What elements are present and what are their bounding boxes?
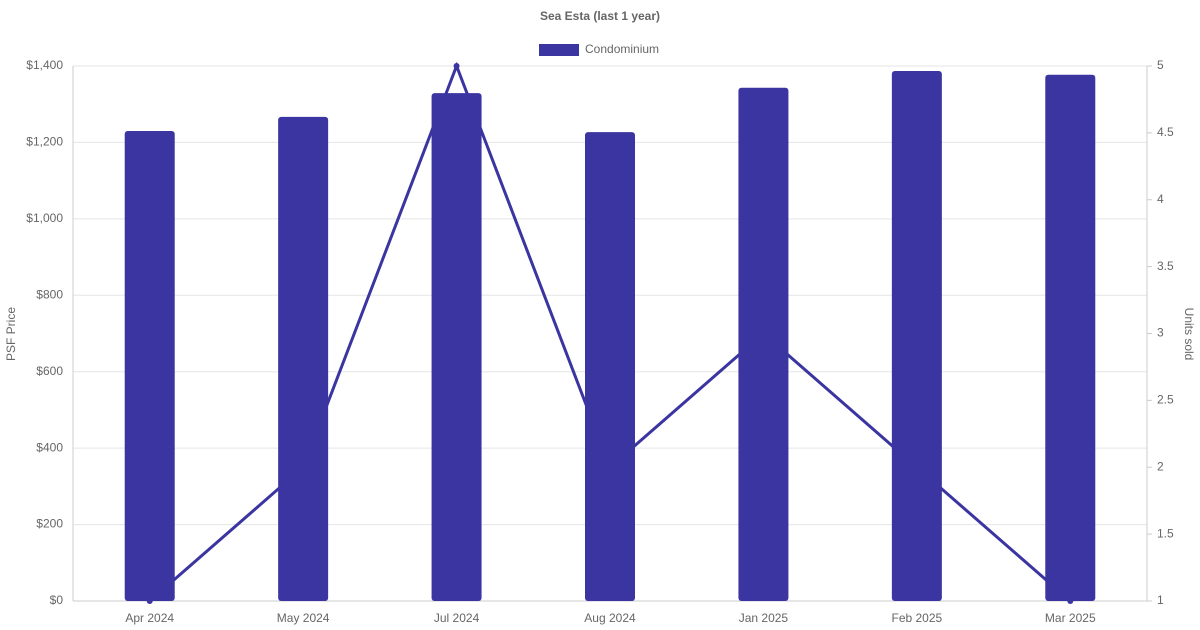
y2-tick-label: 1.5 (1157, 526, 1174, 540)
y2-tick-label: 3 (1157, 326, 1164, 340)
y2-tick-label: 2.5 (1157, 393, 1174, 407)
y-tick-label: $1,200 (26, 135, 63, 149)
bar (278, 116, 329, 601)
y-axis-title: PSF Price (4, 307, 18, 361)
x-tick-label: Jan 2025 (739, 611, 789, 625)
y-tick-label: $800 (36, 287, 63, 301)
y2-axis-title: Units sold (1182, 308, 1196, 361)
y-tick-label: $600 (36, 364, 63, 378)
bar (738, 87, 789, 601)
bar (431, 93, 482, 601)
legend-swatch (539, 44, 579, 56)
x-tick-label: Feb 2025 (891, 611, 942, 625)
legend-label: Condominium (585, 42, 659, 56)
chart-title: Sea Esta (last 1 year) (540, 9, 660, 23)
bar (124, 130, 175, 601)
bar (585, 132, 635, 601)
y-tick-label: $1,400 (26, 58, 63, 72)
y2-tick-label: 1 (1157, 593, 1164, 607)
x-tick-label: Mar 2025 (1045, 611, 1096, 625)
x-tick-label: Jul 2024 (434, 611, 480, 625)
y-tick-label: $1,000 (26, 211, 63, 225)
bar (891, 70, 942, 602)
y2-tick-label: 5 (1157, 58, 1164, 72)
x-tick-label: Aug 2024 (584, 611, 636, 625)
y2-tick-label: 3.5 (1157, 259, 1174, 273)
y-tick-label: $0 (50, 593, 64, 607)
y2-tick-label: 4.5 (1157, 125, 1174, 139)
bar (1045, 74, 1096, 601)
y2-tick-label: 4 (1157, 192, 1164, 206)
y2-tick-label: 2 (1157, 459, 1164, 473)
y-tick-label: $200 (36, 517, 63, 531)
line-point (453, 63, 460, 69)
x-tick-label: Apr 2024 (125, 611, 174, 625)
x-tick-label: May 2024 (277, 611, 330, 625)
y-tick-label: $400 (36, 440, 63, 454)
